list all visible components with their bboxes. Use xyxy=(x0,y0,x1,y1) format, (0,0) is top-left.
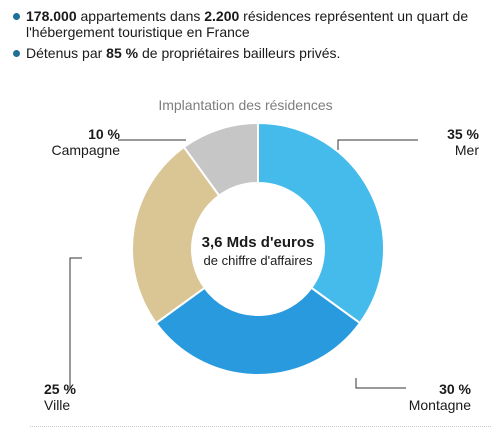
bullet-proprietaires: Détenus par 85 % de propriétaires baille… xyxy=(12,45,482,61)
bullet-2-text-2: de propriétaires bailleurs privés. xyxy=(138,45,341,61)
slice-value-mer: 35 % xyxy=(447,126,479,142)
bullet-1-strong-1: 178.000 xyxy=(26,8,77,24)
center-revenue-value: 3,6 Mds d'euros xyxy=(201,234,315,251)
bottom-divider xyxy=(30,426,491,427)
bullet-dot-icon xyxy=(13,13,20,20)
bullet-1-strong-2: 2.200 xyxy=(204,8,240,24)
intro-bullets: 178.000 appartements dans 2.200 résidenc… xyxy=(12,8,482,66)
leader-line-montagne xyxy=(355,378,406,389)
bullet-2-text-1: Détenus par xyxy=(26,45,107,61)
donut-slice-montagne xyxy=(154,286,362,376)
slice-value-montagne: 30 % xyxy=(439,381,471,397)
slice-value-ville: 25 % xyxy=(44,381,76,397)
bullet-1-text-2: résidences représentent un quart de l'hé… xyxy=(26,8,469,40)
bullet-residences: 178.000 appartements dans 2.200 résidenc… xyxy=(12,8,482,40)
donut-slice-mer xyxy=(257,121,385,325)
center-revenue-caption: de chiffre d'affaires xyxy=(203,253,313,268)
slice-name-montagne: Montagne xyxy=(408,397,471,413)
chart-title: Implantation des résidences xyxy=(158,97,333,113)
slice-name-campagne: Campagne xyxy=(51,142,121,158)
bullet-1-text-1: appartements dans xyxy=(76,8,205,24)
donut-slice-campagne xyxy=(182,121,259,198)
slice-label-ville: 25 % Ville xyxy=(44,381,76,413)
bullet-2-strong-2: 85 % xyxy=(106,45,139,61)
bullet-dot-icon xyxy=(13,50,20,57)
leader-line-ville xyxy=(69,257,82,388)
slice-label-montagne: 30 % Montagne xyxy=(409,381,471,413)
slice-label-mer: 35 % Mer xyxy=(447,126,479,158)
center-label: 3,6 Mds d'euros de chiffre d'affaires xyxy=(190,234,326,269)
donut-slice-ville xyxy=(131,145,221,325)
slice-value-campagne: 10 % xyxy=(88,126,120,142)
slice-name-ville: Ville xyxy=(44,397,71,413)
slice-label-campagne: 10 % Campagne xyxy=(30,126,121,158)
leader-line-mer xyxy=(337,139,418,150)
slice-name-mer: Mer xyxy=(454,142,479,158)
